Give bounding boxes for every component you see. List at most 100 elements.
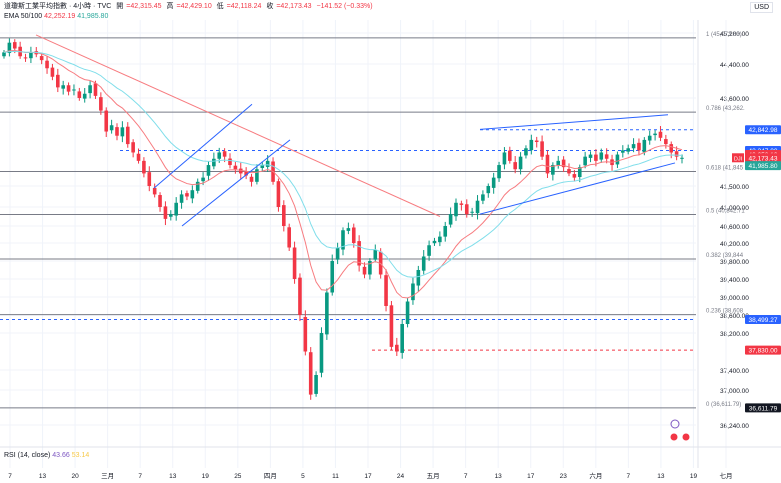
candle-body [185,193,189,197]
chart-header: 道瓊斯工業平均指數 · 4小時 · TVC 開 =42,315.45 高 =42,4… [4,2,376,11]
candle-body [631,144,636,149]
candle-body [50,67,55,77]
wedge-upper-line [479,114,669,130]
currency-label[interactable]: USD [750,2,773,13]
lightning-event-icon [670,419,680,429]
candle-body [443,226,448,237]
candle-body [486,186,491,194]
x-tick-label: 17 [527,473,535,480]
downtrend-line [35,34,441,217]
candle-body [594,154,598,161]
candle-body [238,168,243,174]
x-tick-label: 19 [202,473,210,480]
candle-body [438,236,442,243]
rsi-value-1: 43.66 [52,452,70,459]
fib-level-label: 0.618 (41,845 [706,166,744,172]
candle-body [195,181,200,191]
symbol-title[interactable]: 道瓊斯工業平均指數 · 4小時 · TVC [4,3,112,10]
x-tick-label: 11 [332,473,339,480]
x-tick-label: 13 [169,473,177,480]
candle-body [513,162,517,170]
candle-body [389,305,394,347]
ema-legend[interactable]: EMA 50/100 42,252.19 41,985.80 [4,13,108,20]
candle-body [621,150,625,153]
ema100-value: 41,985.80 [77,13,109,20]
y-tick-label: 38,200.00 [720,331,749,338]
x-tick-label: 24 [397,473,405,480]
candle-body [545,154,550,174]
x-tick-label: 5 [301,473,305,480]
channel-lower-line [181,139,291,227]
y-tick-label: 41,000.00 [720,205,749,212]
candle-body [674,151,679,157]
low-label: 低 [216,3,224,10]
price-tag-label: 37,830.00 [749,348,778,355]
candle-body [491,177,496,188]
candle-body [470,211,474,213]
low-value: =42,118.24 [226,3,262,10]
candle-body [604,154,609,159]
x-tick-label: 13 [657,473,665,480]
candle-body [551,165,555,175]
x-tick-label: 七月 [720,471,733,480]
candle-body [400,324,404,353]
candle-body [319,333,324,373]
candle-body [23,57,28,59]
candle-body [572,174,577,178]
candle-body [152,187,157,195]
rsi-legend[interactable]: RSI (14, close) 43.66 53.14 [4,452,89,459]
dji-badge-label: DJI [734,156,743,162]
candle-body [125,126,130,145]
candle-body [567,169,571,174]
ema-100-line [3,50,683,278]
price-tag [745,403,781,413]
candle-body [642,139,647,153]
candle-body [454,202,458,217]
fib-level-label: 0 (36,611.79) [706,402,741,408]
x-tick-label: 六月 [589,471,602,480]
x-tick-label: 7 [627,473,631,480]
ema-50-line [3,50,683,299]
candle-body [615,154,620,165]
candle-body [421,256,426,271]
candle-body [524,148,528,156]
candle-body [99,97,103,111]
candle-body [577,167,582,177]
candle-body [405,301,410,324]
wedge-lower-line [479,162,676,215]
y-tick-label: 45,200.00 [720,31,749,38]
candle-body [212,158,216,167]
candle-body [368,261,372,275]
dji-badge [732,153,744,163]
candle-body [669,144,674,153]
candle-body [265,160,270,167]
candle-body [45,60,49,69]
candle-body [174,202,178,216]
x-tick-label: 19 [690,473,698,480]
candle-body [179,194,184,203]
fib-level-label: 0.236 (38,608 [706,309,744,315]
candle-body [93,83,98,96]
y-tick-label: 41,500.00 [720,184,749,191]
candle-body [373,249,378,260]
price-tag-label: 42,173.43 [749,155,778,162]
candle-body [653,133,657,136]
channel-upper-line [153,103,253,189]
candle-body [88,85,92,94]
candle-body [626,148,630,152]
x-tick-label: 13 [39,473,47,480]
candle-body [325,292,329,335]
candle-body [308,352,313,395]
high-label: 高 [166,3,174,10]
candle-body [169,214,173,217]
price-tag-label: 36,611.79 [749,405,778,412]
candle-body [72,89,76,91]
x-tick-label: 13 [495,473,503,480]
price-tag [745,125,781,135]
candle-body [120,127,125,137]
x-tick-label: 7 [8,473,12,480]
candle-body [136,153,141,161]
candle-body [427,245,431,256]
